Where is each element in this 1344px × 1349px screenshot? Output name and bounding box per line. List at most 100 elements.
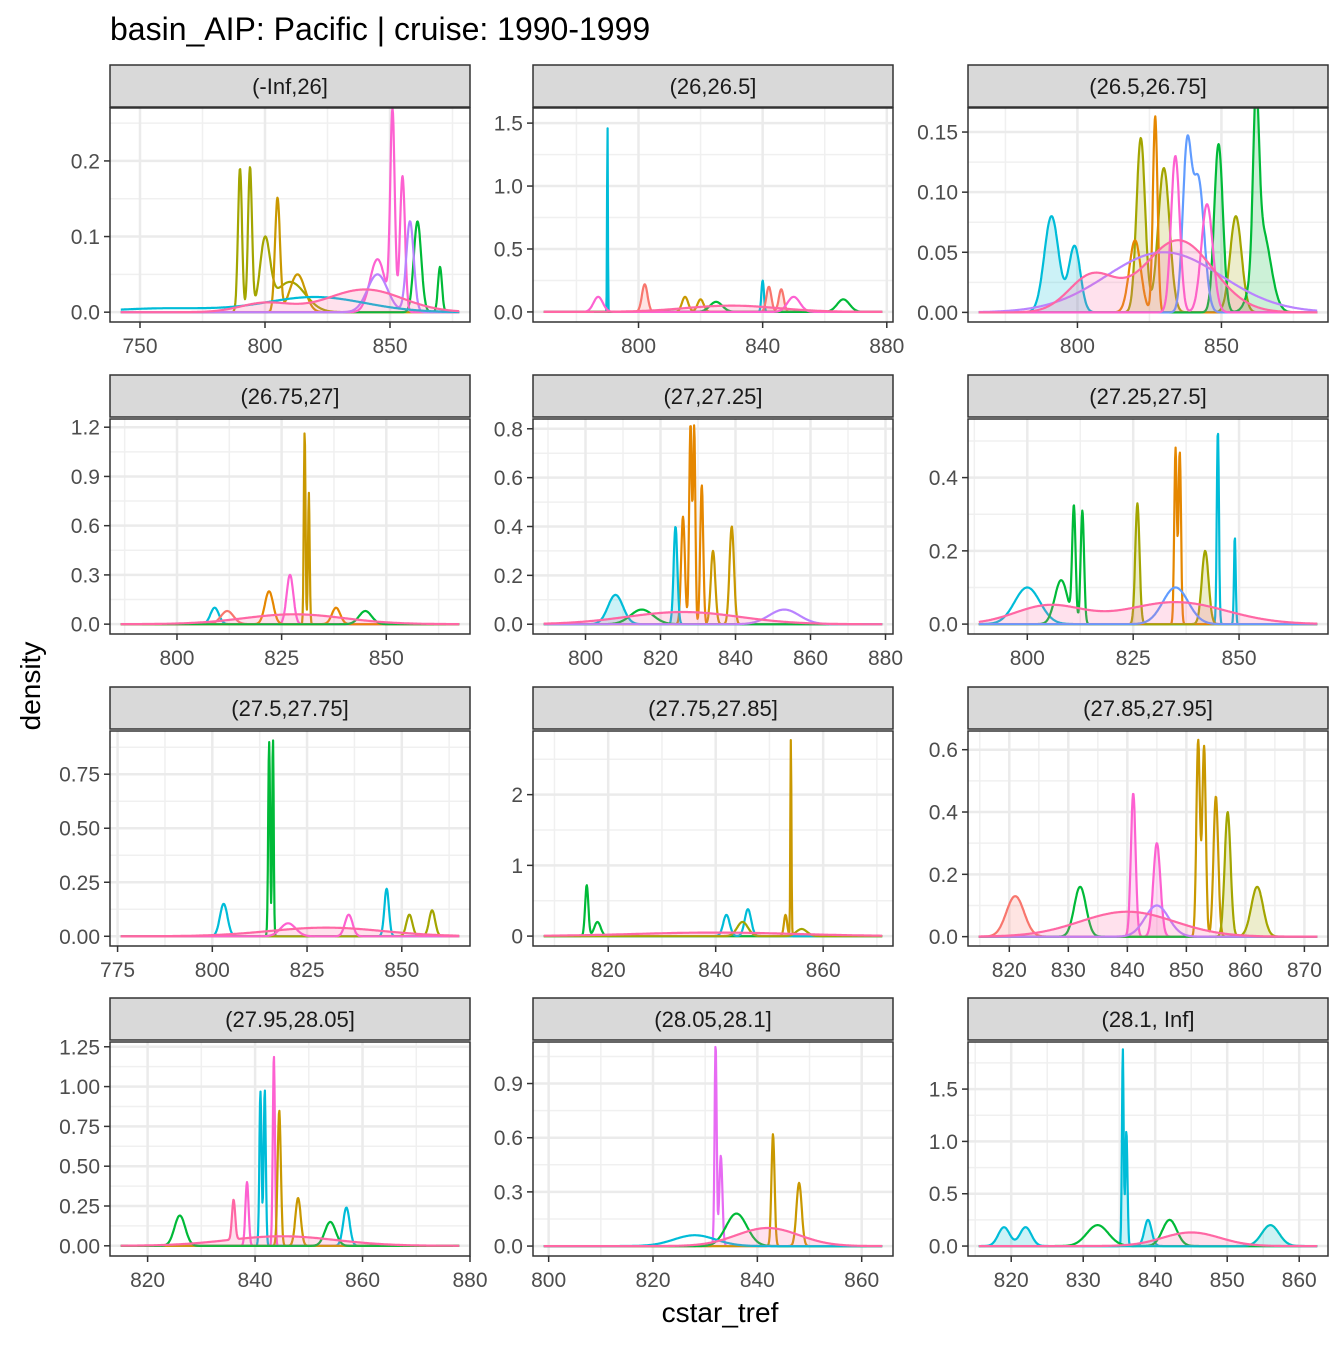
gridlines xyxy=(968,419,1328,634)
y-tick-label: 0.9 xyxy=(494,1073,523,1096)
x-tick-label: 880 xyxy=(868,647,903,670)
panel-border xyxy=(967,1041,1329,1257)
facet-strip-label: (27.5,27.75] xyxy=(231,696,348,721)
density-line xyxy=(120,1198,460,1247)
axis-ticks: 750 800 850 0.0 0.1 0.2 xyxy=(71,150,408,358)
panel-background xyxy=(968,419,1328,634)
y-tick-label: 0.00 xyxy=(59,926,100,949)
y-tick-label: 0.05 xyxy=(917,242,958,265)
facet-strip-label: (27.85,27.95] xyxy=(1083,696,1213,721)
density-line xyxy=(543,610,883,626)
panel-background xyxy=(968,731,1328,946)
axis-ticks: 800 825 850 0.0 0.3 0.6 0.9 1.2 xyxy=(71,417,404,670)
panel-background xyxy=(533,108,893,322)
density-area xyxy=(543,1228,883,1247)
x-tick-label: 860 xyxy=(793,647,828,670)
panel-border xyxy=(109,107,471,323)
x-tick-label: 850 xyxy=(372,335,407,358)
x-tick-label: 840 xyxy=(238,1269,273,1292)
y-tick-label: 0.3 xyxy=(494,1181,523,1204)
density-line xyxy=(120,295,460,313)
panel-border xyxy=(967,107,1329,323)
density-area xyxy=(120,927,460,937)
facet-strip-label: (26.75,27] xyxy=(240,384,339,409)
x-tick-label: 750 xyxy=(122,335,157,358)
x-tick-label: 860 xyxy=(1228,959,1263,982)
density-line xyxy=(543,1226,883,1248)
density-curves xyxy=(978,432,1318,626)
facet-panel: (27.5,27.75] 775 800 825 850 0.00 0.25 0.50 0.75 xyxy=(59,686,471,982)
y-tick-label: 0.50 xyxy=(59,818,100,841)
x-tick-label: 820 xyxy=(635,1269,670,1292)
density-curves xyxy=(120,432,460,626)
density-line xyxy=(978,586,1318,626)
panel-border xyxy=(967,418,1329,635)
panel-background xyxy=(110,1042,470,1256)
y-tick-label: 0.9 xyxy=(71,466,100,489)
density-area xyxy=(978,1232,1318,1247)
y-tick-label: 0.2 xyxy=(929,540,958,563)
panel-border xyxy=(532,107,894,323)
panel-border xyxy=(109,418,471,635)
density-curves xyxy=(543,1045,883,1248)
x-tick-label: 800 xyxy=(568,647,603,670)
y-tick-label: 0.0 xyxy=(929,614,958,637)
density-line xyxy=(978,155,1318,314)
y-tick-label: 1.5 xyxy=(929,1079,958,1102)
x-tick-label: 860 xyxy=(345,1269,380,1292)
density-curves xyxy=(978,738,1318,938)
y-tick-label: 0.0 xyxy=(494,301,523,324)
x-tick-label: 850 xyxy=(384,959,419,982)
x-tick-label: 800 xyxy=(159,647,194,670)
panel-background xyxy=(968,108,1328,322)
facet-strip xyxy=(532,64,894,108)
density-area xyxy=(978,896,1318,937)
axis-ticks: 800 840 880 0.0 0.5 1.0 1.5 xyxy=(494,113,905,358)
y-tick-label: 0.5 xyxy=(929,1183,958,1206)
x-tick-label: 800 xyxy=(531,1269,566,1292)
y-tick-label: 0.75 xyxy=(59,1116,100,1139)
x-tick-label: 820 xyxy=(130,1269,165,1292)
axis-ticks: 775 800 825 850 0.00 0.25 0.50 0.75 xyxy=(59,764,419,982)
y-tick-label: 0.25 xyxy=(59,872,100,895)
density-curves xyxy=(978,1048,1318,1248)
density-curves xyxy=(543,424,883,626)
y-tick-label: 0 xyxy=(511,926,523,949)
y-tick-label: 0.2 xyxy=(494,565,523,588)
facet-strip-label: (28.1, Inf] xyxy=(1102,1007,1195,1032)
density-curves xyxy=(543,127,883,313)
facet-panel: (28.05,28.1] 800 820 840 860 0.0 0.3 0.6 0.9 xyxy=(494,997,894,1292)
x-tick-label: 840 xyxy=(1110,959,1145,982)
x-tick-label: 850 xyxy=(1222,647,1257,670)
density-curves xyxy=(120,1055,460,1247)
x-tick-label: 820 xyxy=(643,647,678,670)
y-tick-label: 1.25 xyxy=(59,1036,100,1059)
density-line xyxy=(543,304,883,313)
x-tick-label: 830 xyxy=(1051,959,1086,982)
facet-panel: (27.25,27.5] 800 825 850 0.0 0.2 0.4 xyxy=(929,374,1329,670)
facet-panel: (26.75,27] 800 825 850 0.0 0.3 0.6 0.9 1.2 xyxy=(71,374,471,670)
x-tick-label: 880 xyxy=(452,1269,487,1292)
facet-panel: (-Inf,26] 750 800 850 0.0 0.1 0.2 xyxy=(71,64,471,358)
x-tick-label: 830 xyxy=(1066,1269,1101,1292)
x-tick-label: 800 xyxy=(1060,335,1095,358)
density-line xyxy=(543,920,883,938)
y-tick-label: 0.6 xyxy=(929,739,958,762)
x-tick-label: 860 xyxy=(844,1269,879,1292)
facet-strip xyxy=(967,64,1329,108)
facet-panel: (26,26.5] 800 840 880 0.0 0.5 1.0 1.5 xyxy=(494,64,905,358)
x-tick-label: 840 xyxy=(740,1269,775,1292)
facet-strip xyxy=(109,997,471,1041)
facet-panel: (27.75,27.85] 820 840 860 0 1 2 xyxy=(511,686,894,982)
facet-strip-label: (27.75,27.85] xyxy=(648,696,778,721)
facet-strip xyxy=(109,64,471,108)
axis-ticks: 800 825 850 0.0 0.2 0.4 xyxy=(929,467,1257,670)
y-tick-label: 0.6 xyxy=(71,515,100,538)
density-line xyxy=(978,239,1318,314)
facet-strip xyxy=(967,686,1329,730)
y-tick-label: 2 xyxy=(511,784,523,807)
x-tick-label: 850 xyxy=(1169,959,1204,982)
density-area xyxy=(543,932,883,937)
facet-strip xyxy=(532,374,894,418)
